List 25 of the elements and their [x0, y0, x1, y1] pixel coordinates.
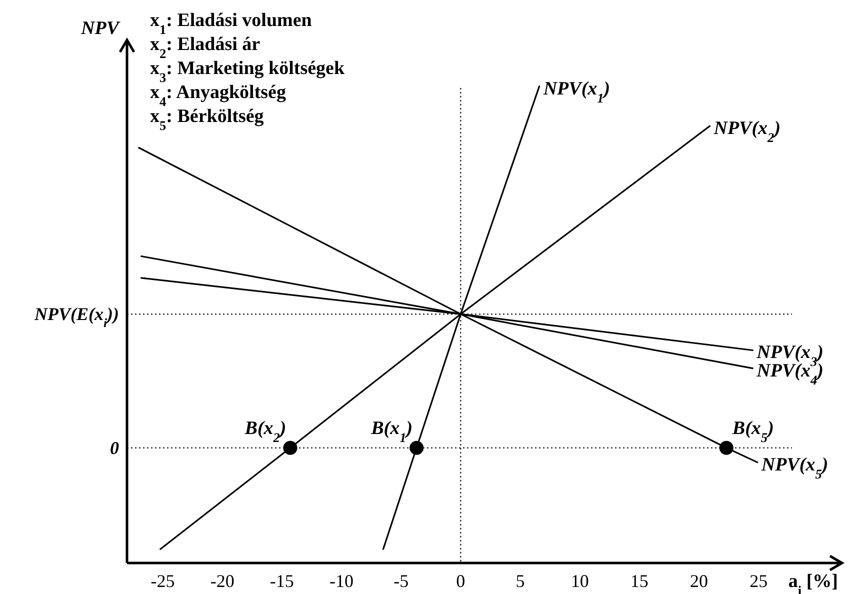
x-tick-label: -20 — [210, 571, 234, 591]
annotation: x$_{5}$: Bérköltség — [150, 106, 264, 132]
y-axis-title: NPV — [80, 18, 120, 39]
annotation: B(x$_{1}$) — [370, 418, 413, 444]
series-label: NPV(x$_{1}$) — [542, 78, 610, 105]
x-tick-label: -10 — [330, 571, 354, 591]
x-tick-label: -25 — [150, 571, 175, 591]
x-tick-label: 5 — [516, 571, 525, 591]
x-tick-label: -5 — [394, 571, 409, 591]
series-label: NPV(x$_{5}$) — [760, 454, 828, 481]
text: x$_{3}$: Marketing költségek — [150, 58, 345, 84]
text: x$_{2}$: Eladási ár — [150, 34, 261, 60]
x-tick-label: 25 — [750, 571, 768, 591]
x-tick-label: 10 — [570, 571, 589, 591]
x-tick-label: -15 — [270, 571, 294, 591]
annotation: x$_{4}$: Anyagköltség — [150, 82, 286, 108]
x-tick-label: 20 — [690, 571, 708, 591]
text: x$_{1}$: Eladási volumen — [150, 10, 312, 36]
annotation: B(x$_{2}$) — [244, 418, 286, 444]
ref-line-label: NPV(E(x$_{i}$)) — [34, 304, 119, 330]
ref-line-label: 0 — [110, 438, 119, 458]
x-tick-label: 15 — [630, 571, 648, 591]
series-label: NPV(x$_{2}$) — [712, 118, 781, 145]
x-tick-label: 0 — [456, 571, 466, 591]
annotation: B(x$_{5}$) — [731, 418, 774, 444]
